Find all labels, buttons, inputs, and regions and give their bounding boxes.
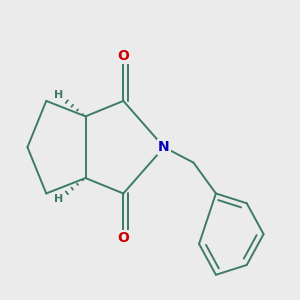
Text: O: O: [117, 231, 129, 245]
Text: H: H: [54, 194, 64, 204]
Text: H: H: [54, 90, 64, 100]
Text: N: N: [158, 140, 170, 154]
Text: O: O: [117, 49, 129, 63]
